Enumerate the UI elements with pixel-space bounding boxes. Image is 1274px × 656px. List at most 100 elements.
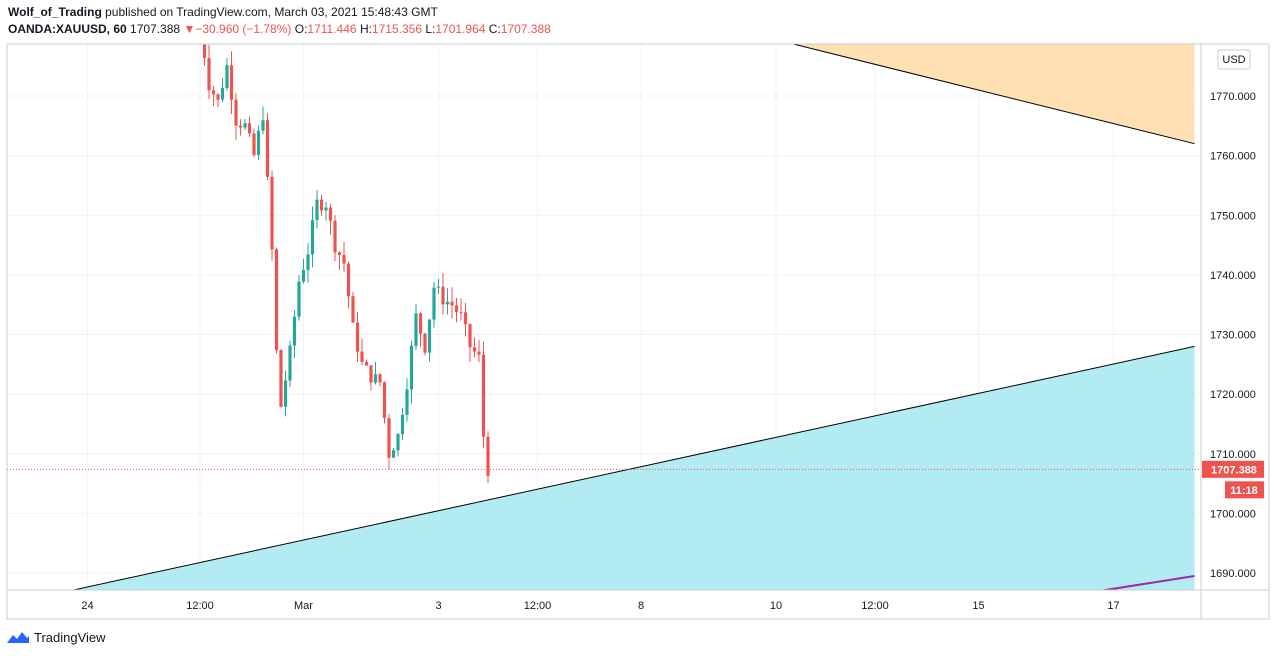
open-label: O: [294, 22, 308, 36]
candle [229, 51, 234, 115]
high-value: 1715.356 [371, 22, 422, 36]
x-tick-label: 15 [972, 600, 984, 612]
candle [207, 44, 211, 100]
x-tick-label: 24 [81, 600, 93, 612]
resistance-zone-fill [726, 44, 1195, 144]
countdown-label: 11:18 [1230, 485, 1258, 497]
candle [418, 312, 423, 347]
currency-button[interactable]: USD [1217, 49, 1251, 70]
footer: TradingView [6, 628, 106, 646]
candle [297, 275, 301, 321]
candle [355, 312, 360, 362]
candle [463, 302, 468, 337]
candle [319, 194, 324, 216]
y-tick-label: 1690.000 [1210, 568, 1256, 580]
x-tick-label: 8 [638, 600, 644, 612]
candle [342, 241, 346, 273]
candle [324, 201, 328, 221]
candle [405, 378, 409, 422]
drawing-zones [69, 27, 1195, 591]
last-price: 1707.388 [130, 22, 181, 36]
candle [243, 119, 247, 131]
symbol-name: OANDA:XAUUSD, 60 [8, 22, 127, 36]
candle [378, 373, 382, 387]
price-change: −30.960 (−1.78%) [195, 22, 292, 36]
support-zone-fill [69, 346, 1195, 590]
chart[interactable]: 1770.000 1760.000 1750.000 1740.000 1730.000… [0, 0, 1274, 626]
candle [238, 119, 243, 136]
price-axis[interactable]: 1770.000 1760.000 1750.000 1740.000 1730.000… [1210, 91, 1256, 580]
candle [409, 340, 414, 404]
candle [220, 78, 225, 102]
countdown-badge: 11:18 [1225, 481, 1264, 499]
tradingview-logo-icon[interactable] [6, 629, 30, 645]
candle [423, 332, 427, 356]
y-tick-label: 1770.000 [1210, 91, 1256, 103]
candle [454, 297, 459, 323]
last-price-badge: 1707.388 [1202, 460, 1264, 478]
x-tick-label: 17 [1107, 600, 1119, 612]
y-tick-label: 1720.000 [1210, 389, 1256, 401]
candle [459, 298, 463, 321]
candle [486, 431, 490, 483]
candle [346, 261, 351, 309]
candle [270, 170, 274, 261]
support-trendline[interactable] [70, 345, 1195, 590]
candle [202, 44, 207, 66]
candle [333, 215, 337, 262]
candle [373, 361, 378, 385]
candle [261, 106, 265, 135]
candles [202, 44, 490, 483]
candle [247, 116, 252, 137]
candle [283, 370, 288, 417]
high-label: H: [359, 22, 372, 36]
candle [477, 339, 481, 363]
published-text: published on TradingView.com, March 03, … [105, 5, 438, 19]
x-tick-label: 12:00 [524, 600, 552, 612]
candle [288, 340, 292, 388]
x-tick-label: 12:00 [861, 600, 889, 612]
candle [364, 359, 369, 366]
candle [414, 303, 418, 350]
time-axis[interactable]: 24 12:00 Mar 3 12:00 8 10 12:00 15 17 [81, 600, 1119, 612]
x-tick-label: Mar [294, 600, 313, 612]
purple-trendline[interactable] [1099, 574, 1195, 591]
candle [382, 381, 387, 424]
candle [211, 86, 216, 106]
resistance-trendline[interactable] [727, 27, 1195, 145]
candle [481, 341, 486, 448]
candle [387, 413, 391, 470]
candle [252, 128, 256, 158]
low-value: 1701.964 [435, 22, 486, 36]
candle [360, 338, 364, 366]
candle [292, 310, 297, 359]
candle [391, 447, 396, 458]
candle [337, 251, 342, 270]
publish-info: Wolf_of_Trading published on TradingView… [8, 5, 438, 19]
candle [216, 93, 220, 108]
candle [301, 258, 306, 284]
brand-name[interactable]: TradingView [34, 629, 106, 645]
low-label: L: [425, 22, 436, 36]
y-tick-label: 1730.000 [1210, 330, 1256, 342]
y-tick-label: 1760.000 [1210, 151, 1256, 163]
last-price-label: 1707.388 [1211, 464, 1257, 476]
candle [432, 282, 436, 328]
candle [441, 273, 445, 315]
candle [234, 93, 238, 140]
candle [369, 365, 373, 391]
y-tick-label: 1740.000 [1210, 270, 1256, 282]
open-value: 1711.446 [307, 22, 357, 36]
candle [265, 113, 270, 181]
candle [427, 319, 432, 362]
candle [225, 58, 229, 91]
candle [450, 287, 454, 319]
author-name[interactable]: Wolf_of_Trading [8, 5, 102, 19]
candle [279, 348, 283, 408]
currency-label: USD [1222, 54, 1245, 66]
y-tick-label: 1750.000 [1210, 210, 1256, 222]
candle [472, 337, 477, 358]
candle [310, 206, 315, 268]
candle [436, 278, 441, 294]
x-tick-label: 12:00 [186, 600, 214, 612]
